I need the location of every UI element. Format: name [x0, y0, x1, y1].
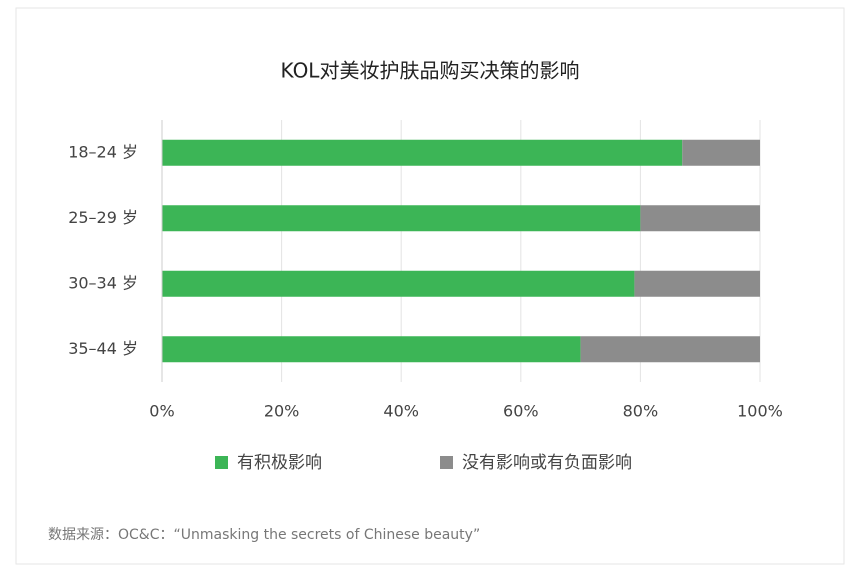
x-tick-label: 80% [623, 402, 659, 421]
x-tick-label: 60% [503, 402, 539, 421]
x-tick-label: 40% [383, 402, 419, 421]
x-tick-label: 100% [737, 402, 783, 421]
source-note: 数据来源：OC&C：“Unmasking the secrets of Chin… [48, 527, 480, 543]
x-tick-label: 20% [264, 402, 300, 421]
bar-segment [162, 336, 581, 363]
bar-segment [162, 205, 641, 232]
bar-segment [580, 336, 760, 363]
y-tick-label: 18–24 岁 [68, 142, 138, 161]
x-tick-label: 0% [149, 402, 174, 421]
bar-segment [634, 270, 760, 297]
chart-title: KOL对美妆护肤品购买决策的影响 [281, 59, 580, 83]
legend-swatch [440, 456, 453, 469]
y-tick-label: 35–44 岁 [68, 339, 138, 358]
legend-label: 没有影响或有负面影响 [462, 453, 632, 473]
bar-segment [682, 139, 760, 166]
legend-label: 有积极影响 [237, 453, 322, 473]
y-tick-label: 25–29 岁 [68, 208, 138, 227]
bar-segment [162, 139, 683, 166]
bar-segment [162, 270, 635, 297]
y-tick-label: 30–34 岁 [68, 273, 138, 292]
bar-segment [640, 205, 760, 232]
legend-swatch [215, 456, 228, 469]
